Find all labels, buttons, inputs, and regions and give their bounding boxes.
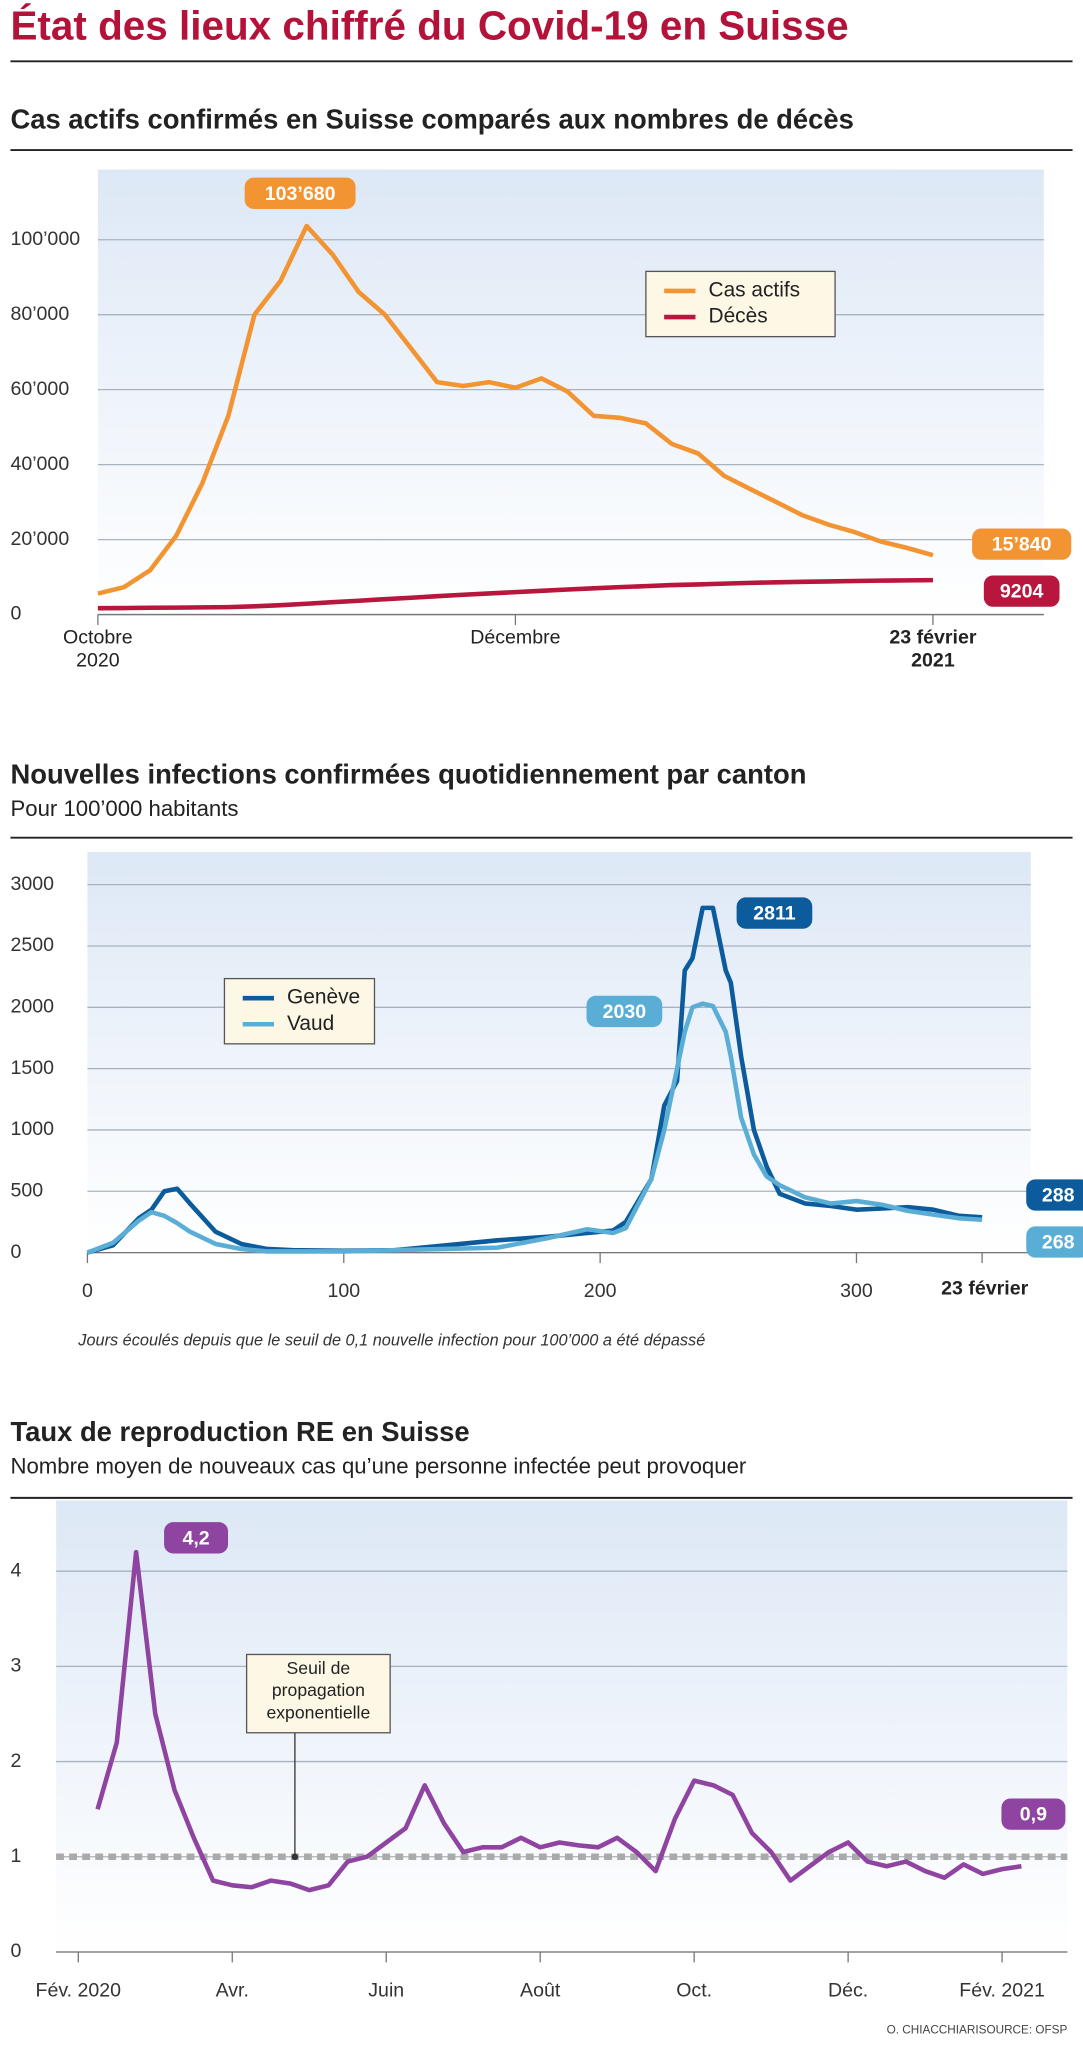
y-tick-label: 1 bbox=[10, 1845, 21, 1867]
y-tick-label: 60’000 bbox=[10, 378, 69, 400]
value-label-bg bbox=[1026, 1179, 1083, 1211]
x-tick-label-box: 23 février bbox=[941, 1278, 1029, 1300]
source: SOURCE: OFSP bbox=[979, 2023, 1068, 2036]
annotation-box bbox=[245, 1653, 391, 1734]
x-tick-label-box: Octobre 2020 bbox=[63, 626, 133, 672]
y-tick-label: 1000 bbox=[10, 1118, 54, 1140]
series-line bbox=[86, 905, 983, 1255]
x-tick-label: 300 bbox=[840, 1280, 873, 1302]
annotation-dot bbox=[291, 1853, 299, 1861]
y-tick-label: 2000 bbox=[10, 995, 54, 1017]
chart-title: Nouvelles infections confirmées quotidie… bbox=[10, 759, 806, 790]
x-tick-label: Octobre 2020 bbox=[63, 626, 133, 672]
series-line bbox=[97, 577, 933, 611]
x-tick-label: Oct. bbox=[676, 1979, 712, 2001]
series-line bbox=[97, 223, 934, 596]
value-label-bg bbox=[1001, 1798, 1066, 1830]
x-tick-label: Juin bbox=[368, 1979, 404, 2001]
legend-box bbox=[645, 270, 836, 338]
value-label: 2811 bbox=[753, 903, 796, 925]
value-label-bg bbox=[983, 575, 1060, 607]
chart-subtitle: Nombre moyen de nouveaux cas qu’une pers… bbox=[10, 1454, 746, 1479]
x-tick-label: 23 février 2021 bbox=[889, 626, 977, 672]
legend-label: Cas actifs bbox=[709, 278, 801, 301]
x-tick-label: Fév. 2020 bbox=[36, 1979, 122, 2001]
chart-subtitle: Pour 100’000 habitants bbox=[10, 796, 238, 821]
series-line bbox=[95, 1549, 1022, 1893]
y-tick-label: 0 bbox=[10, 1940, 21, 1962]
x-tick-label: 23 février bbox=[941, 1278, 1029, 1300]
y-tick-label: 1500 bbox=[10, 1057, 54, 1079]
value-label: 15’840 bbox=[992, 534, 1052, 556]
value-label: 0,9 bbox=[1020, 1804, 1047, 1826]
value-label: 103’680 bbox=[265, 183, 336, 205]
y-tick-label: 500 bbox=[10, 1179, 43, 1201]
y-tick-label: 3000 bbox=[10, 873, 54, 895]
legend-label: Genève bbox=[287, 986, 360, 1009]
value-label: 288 bbox=[1042, 1184, 1075, 1206]
x-tick-label: Déc. bbox=[828, 1979, 868, 2001]
chart-title: Cas actifs confirmés en Suisse comparés … bbox=[10, 104, 853, 135]
annotation-box: Seuil de propagation exponentielle bbox=[266, 1658, 371, 1723]
y-tick-label: 0 bbox=[10, 1241, 21, 1263]
y-tick-label: 0 bbox=[10, 603, 21, 625]
y-tick-label: 20’000 bbox=[10, 528, 69, 550]
value-label-bg bbox=[586, 995, 663, 1028]
value-label: 9204 bbox=[1000, 581, 1044, 603]
y-tick-label: 2500 bbox=[10, 934, 54, 956]
x-axis-label: Jours écoulés depuis que le seuil de 0,1… bbox=[77, 1332, 705, 1350]
value-label-bg bbox=[736, 897, 813, 929]
plot-bg bbox=[87, 852, 1031, 1253]
series-line bbox=[86, 1001, 983, 1255]
y-tick-label: 100’000 bbox=[10, 228, 80, 250]
value-label-bg bbox=[244, 177, 356, 209]
y-tick-label: 3 bbox=[10, 1655, 21, 1677]
x-tick-label: Décembre bbox=[470, 626, 561, 649]
x-tick-label-box: 23 février 2021 bbox=[889, 626, 977, 672]
legend-box bbox=[223, 977, 376, 1045]
legend-label: Décès bbox=[709, 305, 768, 328]
x-tick-label: Août bbox=[520, 1979, 561, 2001]
y-tick-label: 40’000 bbox=[10, 453, 69, 475]
value-label-bg bbox=[164, 1522, 229, 1554]
page-title: État des lieux chiffré du Covid-19 en Su… bbox=[10, 2, 848, 48]
x-tick-label: 100 bbox=[327, 1280, 360, 1302]
y-tick-label: 80’000 bbox=[10, 303, 69, 325]
x-tick-label: 200 bbox=[584, 1280, 617, 1302]
chart-title: Taux de reproduction RE en Suisse bbox=[10, 1416, 469, 1447]
value-label-bg bbox=[972, 528, 1072, 560]
value-label-bg bbox=[1026, 1226, 1083, 1258]
value-label: 2030 bbox=[603, 1001, 647, 1023]
annotation: Seuil de propagation exponentielle bbox=[266, 1658, 371, 1723]
value-label: 268 bbox=[1042, 1231, 1075, 1253]
plot-bg bbox=[56, 1500, 1068, 1952]
x-tick-label: Avr. bbox=[216, 1979, 249, 2001]
x-tick-label-box: Décembre bbox=[470, 626, 561, 649]
credit: O. CHIACCHIARI bbox=[887, 2023, 979, 2036]
y-tick-label: 2 bbox=[10, 1750, 21, 1772]
x-tick-label: Fév. 2021 bbox=[959, 1979, 1045, 2001]
legend-label: Vaud bbox=[287, 1012, 334, 1035]
value-label: 4,2 bbox=[182, 1527, 209, 1549]
y-tick-label: 4 bbox=[10, 1559, 21, 1581]
x-tick-label: 0 bbox=[82, 1280, 93, 1302]
